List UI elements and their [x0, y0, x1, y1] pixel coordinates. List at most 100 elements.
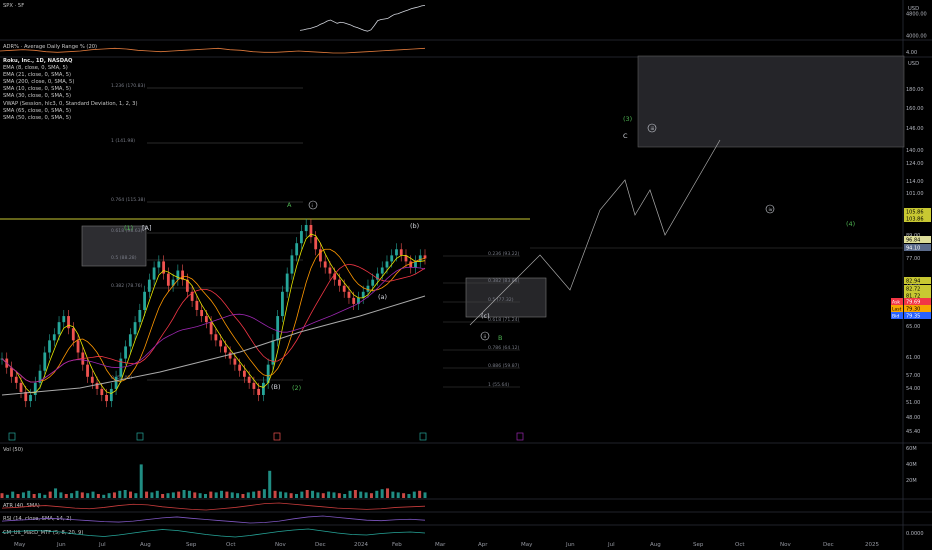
spx-legend: SPX · 5F [3, 3, 24, 10]
candle-26 [124, 340, 127, 365]
candle-body-85 [404, 255, 408, 262]
candle-25 [119, 352, 123, 383]
candle-85 [404, 249, 408, 268]
candle-body-5 [24, 391, 28, 402]
volume-bar-73 [391, 491, 395, 498]
price-badge-bg-3 [904, 244, 931, 251]
wave-label-13: iii [651, 126, 655, 132]
event-marker-1 [136, 432, 144, 441]
candle-18 [86, 358, 89, 383]
volume-tick-1: 40M [906, 462, 917, 468]
event-marker-2 [273, 432, 281, 441]
volume-bar-79 [423, 492, 427, 498]
candle-body-50 [238, 364, 242, 371]
volume-bar-68 [364, 492, 368, 498]
candle-body-54 [257, 388, 261, 395]
candle-62 [295, 237, 299, 262]
candle-body-88 [418, 255, 422, 262]
candle-body-9 [43, 352, 47, 371]
wave-label-0: (1) [124, 224, 133, 232]
price-badge-bg-2 [904, 236, 931, 243]
candle-body-39 [185, 279, 189, 292]
candle-body-45 [214, 334, 218, 341]
price-badge-label-0: 105.86 [906, 210, 924, 216]
candle-body-23 [109, 388, 113, 402]
wave-label-8: (c) [481, 312, 490, 320]
volume-bar-22 [118, 490, 122, 498]
ema-21-line [1, 248, 426, 383]
candle-body-66 [314, 237, 318, 250]
atr-line [1, 502, 426, 511]
volume-bar-77 [412, 491, 416, 498]
volume-bar-6 [32, 494, 36, 498]
candle-body-52 [247, 376, 251, 383]
candle-5 [24, 385, 28, 408]
volume-bar-49 [262, 489, 266, 498]
candle-body-4 [19, 382, 23, 392]
volume-bar-42 [225, 491, 229, 498]
candle-body-86 [409, 261, 413, 268]
volume-bar-74 [396, 492, 400, 498]
fib-right-label-6: 1 (55.64) [488, 382, 509, 388]
x-axis-label-17: Oct [735, 542, 745, 548]
sma-200-line [1, 295, 426, 396]
volume-bar-10 [54, 488, 58, 498]
candle-body-61 [290, 255, 294, 274]
price-badge-3: 94.10 [904, 244, 931, 252]
indicator-legend-5: VWAP (Session, hlc3, 0, Standard Deviati… [3, 100, 138, 107]
price-tick-5: 114.00 [906, 179, 924, 185]
candle-body-60 [285, 273, 289, 292]
candle-body-37 [176, 270, 180, 280]
wave-circle-14 [765, 204, 775, 214]
indicator-legend-7: SMA (50, close, 0, SMA, 5) [3, 114, 72, 121]
volume-bar-67 [359, 491, 363, 498]
spx-currency-label: USD [908, 6, 919, 12]
wave-label-6: (a) [378, 293, 387, 301]
candle-14 [67, 310, 70, 335]
price-badge-bg-6 [904, 292, 931, 299]
volume-bar-64 [343, 494, 347, 498]
fib-label-3: 0.618 (98.63) [111, 228, 143, 234]
candle-7 [33, 376, 37, 402]
candle-11 [52, 328, 56, 347]
candle-34 [162, 255, 165, 280]
x-axis-label-12: May [521, 542, 533, 548]
x-axis-label-19: Dec [823, 542, 834, 548]
candle-46 [219, 334, 223, 353]
candle-body-57 [271, 340, 275, 365]
price-tick-14: 54.00 [906, 386, 920, 392]
candle-65 [309, 218, 313, 244]
candle-body-75 [357, 297, 360, 304]
volume-bar-1 [5, 494, 9, 498]
x-axis-label-9: Feb [392, 542, 402, 548]
volume-bar-43 [230, 492, 234, 498]
spx-title: SPX · 5F [3, 3, 25, 9]
volume-bar-17 [91, 491, 95, 498]
wave-label-2: (B) [271, 383, 281, 391]
volume-bar-51 [273, 490, 277, 498]
candle-body-59 [281, 291, 284, 317]
volume-bar-26 [139, 464, 143, 498]
volume-bar-52 [278, 491, 282, 498]
candle-32 [152, 261, 156, 286]
candle-89 [423, 249, 427, 265]
volume-bar-50 [268, 470, 272, 498]
price-badge-bg-9 [904, 312, 931, 319]
candle-body-2 [10, 367, 13, 377]
macd-line [1, 528, 426, 538]
price-tick-11: 65.00 [906, 324, 920, 330]
volume-bar-5 [27, 490, 31, 498]
sma-65-line [1, 266, 426, 383]
candle-body-14 [67, 316, 70, 329]
candle-59 [281, 285, 284, 323]
fib-label-4: 0.5 (88.28) [111, 255, 137, 261]
x-axis-label-0: May [14, 542, 26, 548]
candle-87 [414, 255, 417, 274]
candle-3 [14, 370, 18, 389]
volume-bar-69 [369, 493, 373, 498]
x-axis-label-20: 2025 [865, 542, 879, 548]
candle-body-64 [304, 225, 308, 232]
volume-legend: Vol (50) [3, 447, 23, 454]
ema-8-line [1, 233, 426, 394]
